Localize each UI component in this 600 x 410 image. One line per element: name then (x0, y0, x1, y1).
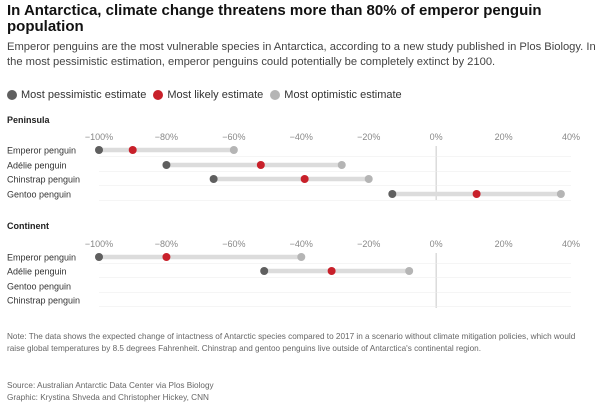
credit-line: Graphic: Krystina Shveda and Christopher… (7, 392, 209, 402)
tick-label-peninsula: −40% (290, 132, 313, 142)
dumbbell-chart: Peninsula −100% −80% −60% −40% −20% 0% 20% 40% Em… (7, 115, 580, 308)
tick-label-peninsula: 0% (430, 132, 443, 142)
tick-label-peninsula: −20% (357, 132, 380, 142)
pessimistic-point (260, 267, 269, 275)
legend-item-pessimistic: Most pessimistic estimate (7, 89, 146, 101)
tick-label-continent: 40% (562, 239, 580, 249)
optimistic-point (229, 146, 238, 154)
row-label: Emperor penguin (7, 253, 76, 263)
source-block: Source: Australian Antarctic Data Center… (7, 380, 595, 403)
legend: Most pessimistic estimate Most likely es… (7, 88, 409, 102)
page-title: In Antarctica, climate change threatens … (7, 2, 542, 35)
row-label: Gentoo penguin (7, 190, 71, 200)
legend-label-likely: Most likely estimate (167, 89, 264, 101)
row-label: Gentoo penguin (7, 282, 71, 292)
likely-point (256, 161, 265, 169)
legend-swatch-pessimistic (7, 90, 17, 100)
row-label: Adélie penguin (7, 267, 67, 277)
legend-label-pessimistic: Most pessimistic estimate (21, 89, 147, 101)
pessimistic-point (162, 161, 171, 169)
legend-label-optimistic: Most optimistic estimate (284, 89, 402, 101)
legend-swatch-likely (153, 90, 164, 100)
panel-title-continent: Continent (7, 221, 49, 231)
tick-label-continent: −80% (155, 239, 178, 249)
panel-title-peninsula: Peninsula (7, 115, 51, 125)
tick-label-continent: −60% (222, 239, 245, 249)
row-label: Emperor penguin (7, 146, 76, 156)
likely-point (327, 267, 336, 275)
tick-label-continent: 0% (430, 239, 443, 249)
tick-label-peninsula: 20% (495, 132, 513, 142)
tick-label-peninsula: −80% (155, 132, 178, 142)
tick-label-continent: 20% (495, 239, 513, 249)
optimistic-point (556, 190, 565, 198)
row-label: Chinstrap penguin (7, 296, 80, 306)
likely-point (128, 146, 137, 154)
optimistic-point (337, 161, 346, 169)
pessimistic-point (209, 175, 218, 183)
likely-point (300, 175, 309, 183)
chart-note: Note: The data shows the expected change… (7, 332, 576, 353)
pessimistic-point (388, 190, 397, 198)
legend-item-likely: Most likely estimate (153, 89, 263, 101)
legend-item-optimistic: Most optimistic estimate (270, 89, 402, 101)
page-subtitle: Emperor penguins are the most vulnerable… (7, 41, 596, 68)
optimistic-point (364, 175, 373, 183)
tick-label-continent: −20% (357, 239, 380, 249)
pessimistic-point (95, 253, 103, 261)
legend-swatch-optimistic (270, 90, 281, 100)
tick-label-continent: −100% (85, 239, 113, 249)
row-label: Chinstrap penguin (7, 175, 80, 185)
row-label: Adélie penguin (7, 161, 67, 171)
tick-label-peninsula: 40% (562, 132, 580, 142)
likely-point (472, 190, 481, 198)
optimistic-point (297, 253, 306, 261)
tick-label-peninsula: −100% (85, 132, 113, 142)
likely-point (162, 253, 171, 261)
source-line: Source: Australian Antarctic Data Center… (7, 381, 214, 390)
tick-label-continent: −40% (290, 239, 313, 249)
pessimistic-point (95, 146, 103, 154)
optimistic-point (405, 267, 414, 275)
tick-label-peninsula: −60% (222, 132, 245, 142)
